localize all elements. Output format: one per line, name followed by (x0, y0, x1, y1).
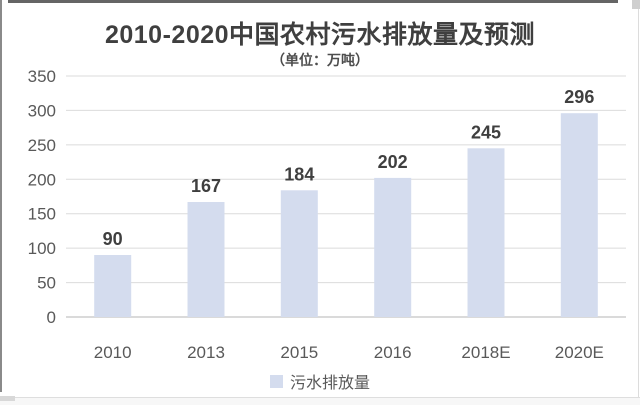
y-axis-tick-label: 50 (37, 274, 56, 293)
legend-series-label: 污水排放量 (289, 375, 370, 392)
x-axis-tick-label: 2010 (94, 343, 132, 362)
chart-unit-label: （单位：万吨） (271, 52, 369, 68)
top-right-corner-mark (632, 0, 640, 9)
bottom-edge-strip (0, 397, 640, 405)
legend-marker-swatch (269, 374, 283, 388)
bar-2018E (467, 148, 505, 317)
bottom-left-corner-mark (0, 396, 15, 401)
bar-value-label: 184 (284, 164, 314, 184)
bar-value-label: 202 (378, 152, 408, 172)
bar-2010 (94, 255, 132, 317)
y-axis-tick-label: 350 (28, 67, 56, 86)
bar-value-label: 90 (103, 229, 123, 249)
bar-2020E (560, 113, 598, 317)
y-axis-tick-label: 250 (28, 136, 56, 155)
x-axis-tick-label: 2015 (280, 343, 318, 362)
y-axis-tick-label: 100 (28, 239, 56, 258)
x-axis-tick-label: 2016 (374, 343, 412, 362)
x-axis-tick-label: 2013 (187, 343, 225, 362)
top-edge-line (8, 0, 618, 3)
bar-2016 (374, 177, 412, 317)
bar-value-label: 296 (564, 87, 594, 107)
bar-2015 (280, 190, 318, 317)
y-axis-tick-label: 0 (47, 308, 56, 327)
x-axis-tick-label: 2020E (555, 343, 604, 362)
left-edge-line (0, 0, 2, 392)
y-axis-tick-label: 150 (28, 205, 56, 224)
y-axis-tick-label: 200 (28, 170, 56, 189)
bar-value-label: 245 (471, 122, 501, 142)
x-axis-tick-label: 2018E (461, 343, 510, 362)
bar-value-label: 167 (191, 176, 221, 196)
chart-legend: 污水排放量 (0, 371, 640, 392)
right-edge-line (638, 0, 639, 405)
bar-2013 (187, 202, 225, 317)
y-axis-tick-label: 300 (28, 101, 56, 120)
chart-title: 2010-2020中国农村污水排放量及预测 (104, 21, 536, 49)
